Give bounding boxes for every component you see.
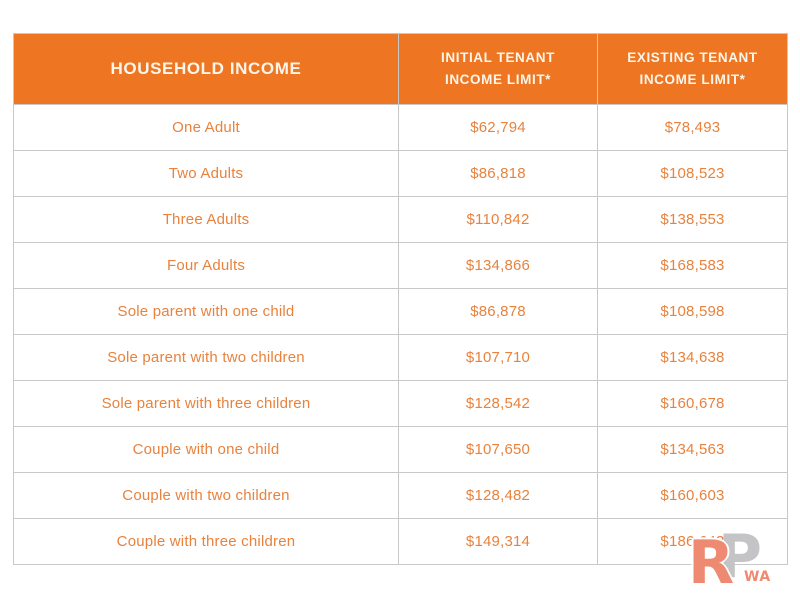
cell-household: Couple with one child — [13, 426, 399, 473]
cell-initial-limit: $86,878 — [398, 288, 598, 335]
cell-existing-limit: $108,523 — [597, 150, 788, 197]
cell-existing-limit: $78,493 — [597, 104, 788, 151]
table-row: Couple with three children $149,314 $186… — [13, 518, 788, 565]
cell-household: Sole parent with three children — [13, 380, 399, 427]
income-limits-table: HOUSEHOLD INCOME INITIAL TENANT INCOME L… — [13, 33, 788, 565]
cell-existing-limit: $160,603 — [597, 472, 788, 519]
table-row: Sole parent with two children $107,710 $… — [13, 334, 788, 381]
table-row: Sole parent with one child $86,878 $108,… — [13, 288, 788, 335]
cell-household: Couple with two children — [13, 472, 399, 519]
table-row: Two Adults $86,818 $108,523 — [13, 150, 788, 197]
cell-initial-limit: $107,710 — [398, 334, 598, 381]
cell-initial-limit: $128,542 — [398, 380, 598, 427]
cell-existing-limit: $108,598 — [597, 288, 788, 335]
cell-existing-limit: $168,583 — [597, 242, 788, 289]
column-header-initial-tenant-limit: INITIAL TENANT INCOME LIMIT* — [398, 33, 598, 105]
cell-household: One Adult — [13, 104, 399, 151]
column-header-existing-tenant-limit: EXISTING TENANT INCOME LIMIT* — [597, 33, 788, 105]
watermark-wa-text: WA — [744, 569, 771, 585]
cell-initial-limit: $110,842 — [398, 196, 598, 243]
cell-household: Sole parent with two children — [13, 334, 399, 381]
column-header-household-income: HOUSEHOLD INCOME — [13, 33, 399, 105]
table-header-row: HOUSEHOLD INCOME INITIAL TENANT INCOME L… — [13, 33, 788, 105]
column-header-initial-tenant-limit-label: INITIAL TENANT INCOME LIMIT* — [441, 50, 555, 87]
table-row: One Adult $62,794 $78,493 — [13, 104, 788, 151]
table-row: Couple with one child $107,650 $134,563 — [13, 426, 788, 473]
table-row: Couple with two children $128,482 $160,6… — [13, 472, 788, 519]
cell-household: Four Adults — [13, 242, 399, 289]
table-row: Sole parent with three children $128,542… — [13, 380, 788, 427]
cell-initial-limit: $107,650 — [398, 426, 598, 473]
cell-initial-limit: $86,818 — [398, 150, 598, 197]
cell-existing-limit: $134,563 — [597, 426, 788, 473]
cell-existing-limit: $134,638 — [597, 334, 788, 381]
cell-household: Couple with three children — [13, 518, 399, 565]
cell-initial-limit: $134,866 — [398, 242, 598, 289]
cell-existing-limit: $186,643 — [597, 518, 788, 565]
cell-existing-limit: $138,553 — [597, 196, 788, 243]
cell-initial-limit: $149,314 — [398, 518, 598, 565]
table-row: Three Adults $110,842 $138,553 — [13, 196, 788, 243]
cell-initial-limit: $128,482 — [398, 472, 598, 519]
cell-household: Sole parent with one child — [13, 288, 399, 335]
column-header-existing-tenant-limit-label: EXISTING TENANT INCOME LIMIT* — [627, 50, 758, 87]
cell-household: Three Adults — [13, 196, 399, 243]
table-row: Four Adults $134,866 $168,583 — [13, 242, 788, 289]
cell-initial-limit: $62,794 — [398, 104, 598, 151]
cell-household: Two Adults — [13, 150, 399, 197]
cell-existing-limit: $160,678 — [597, 380, 788, 427]
